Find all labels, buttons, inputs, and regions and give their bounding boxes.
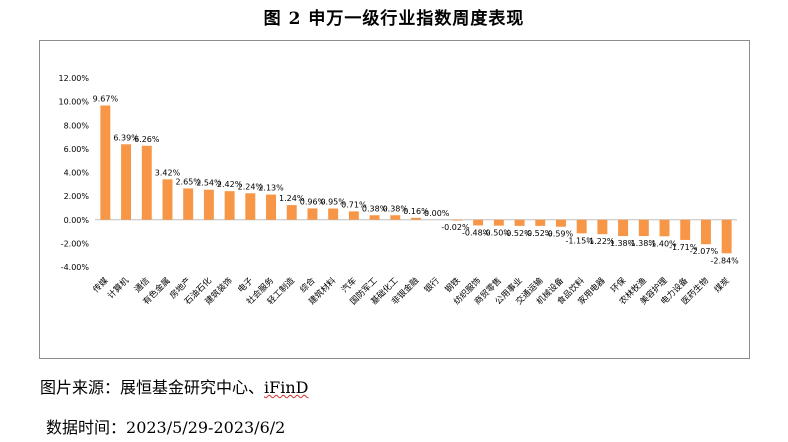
- bar: [328, 208, 339, 220]
- bar-chart: 12.00% 10.00% 8.00% 6.00% 4.00% 2.00% 0.00% -2.…: [58, 74, 739, 307]
- time-label: 数据时间：: [46, 418, 127, 437]
- data-label: 3.42%: [155, 168, 181, 177]
- data-label: -1.40%: [648, 239, 677, 248]
- bar: [473, 219, 484, 226]
- bar: [390, 215, 401, 220]
- y-tick-label: -2.00%: [61, 239, 90, 248]
- bar: [680, 219, 691, 240]
- chart-area: 12.00% 10.00% 8.00% 6.00% 4.00% 2.00% 0.00% -2.…: [39, 40, 750, 359]
- data-label: -0.50%: [483, 229, 512, 238]
- bar: [555, 219, 566, 227]
- category-label: 煤炭: [712, 275, 732, 295]
- source-label: 图片来源：: [40, 378, 121, 397]
- category-label: 计算机: [105, 275, 131, 301]
- bar: [369, 215, 380, 220]
- data-time-note: 数据时间：2023/5/29-2023/6/2: [46, 414, 285, 438]
- data-label: -1.71%: [669, 243, 698, 252]
- data-label: 6.26%: [134, 135, 160, 144]
- data-label: -2.84%: [710, 256, 739, 265]
- time-value: 2023/5/29-2023/6/2: [126, 418, 286, 437]
- data-label: 0.96%: [300, 197, 326, 206]
- data-label: 0.16%: [403, 207, 429, 216]
- bar: [245, 193, 256, 220]
- bar: [100, 105, 111, 220]
- y-tick-label: 12.00%: [58, 74, 89, 83]
- data-label: -0.48%: [462, 228, 491, 237]
- data-label: 1.24%: [279, 194, 305, 203]
- bar: [576, 219, 587, 234]
- data-label: -1.38%: [607, 239, 636, 248]
- y-tick-label: -4.00%: [61, 263, 90, 272]
- y-tick-label: 10.00%: [58, 98, 89, 107]
- bar: [535, 219, 546, 226]
- bar: [659, 219, 670, 237]
- bar: [638, 219, 649, 237]
- source-text: 展恒基金研究中心、: [120, 378, 265, 397]
- bar: [183, 188, 194, 220]
- y-tick-label: 0.00%: [64, 216, 90, 225]
- bar: [721, 219, 732, 254]
- data-label: -2.07%: [690, 247, 719, 256]
- bar: [618, 219, 629, 237]
- data-label: 2.24%: [238, 182, 264, 191]
- data-label: -1.22%: [586, 237, 615, 246]
- data-label: 2.54%: [196, 179, 222, 188]
- data-label: 0.38%: [362, 204, 388, 213]
- chart-title: 图 2 申万一级行业指数周度表现: [263, 9, 525, 29]
- bar: [121, 144, 132, 220]
- data-label: 9.67%: [93, 95, 119, 104]
- data-label: 2.42%: [217, 180, 243, 189]
- source-ifind: iFinD: [264, 378, 309, 397]
- data-label: -0.02%: [441, 223, 470, 232]
- bar: [700, 219, 711, 245]
- data-label: 0.71%: [341, 200, 367, 209]
- bar: [493, 219, 504, 226]
- bar: [224, 191, 235, 220]
- bar: [411, 217, 421, 220]
- data-label: -0.52%: [503, 229, 532, 238]
- bar: [203, 189, 214, 220]
- data-label: 0.00%: [424, 209, 450, 218]
- category-label: 银行: [422, 275, 442, 295]
- bar: [141, 145, 152, 220]
- y-tick-label: 4.00%: [64, 169, 90, 178]
- data-label: 0.95%: [320, 198, 346, 207]
- bar: [597, 219, 608, 235]
- data-label: 0.38%: [383, 204, 409, 213]
- bar: [452, 219, 463, 221]
- data-label: 2.13%: [258, 184, 284, 193]
- source-note: 图片来源：展恒基金研究中心、iFinD: [40, 374, 309, 398]
- y-tick-label: 2.00%: [64, 192, 90, 201]
- bar: [266, 194, 277, 220]
- bar: [307, 208, 318, 220]
- bar: [286, 205, 297, 220]
- y-tick-label: 8.00%: [64, 121, 90, 130]
- data-label: 6.39%: [113, 133, 139, 142]
- y-tick-label: 6.00%: [64, 145, 90, 154]
- data-label: -1.38%: [628, 239, 657, 248]
- data-label: -0.52%: [524, 229, 553, 238]
- bar: [162, 179, 173, 220]
- data-label: 2.65%: [175, 177, 201, 186]
- bar: [348, 211, 359, 220]
- data-label: -0.59%: [545, 230, 574, 239]
- data-label: -1.15%: [566, 236, 595, 245]
- bar: [514, 219, 525, 226]
